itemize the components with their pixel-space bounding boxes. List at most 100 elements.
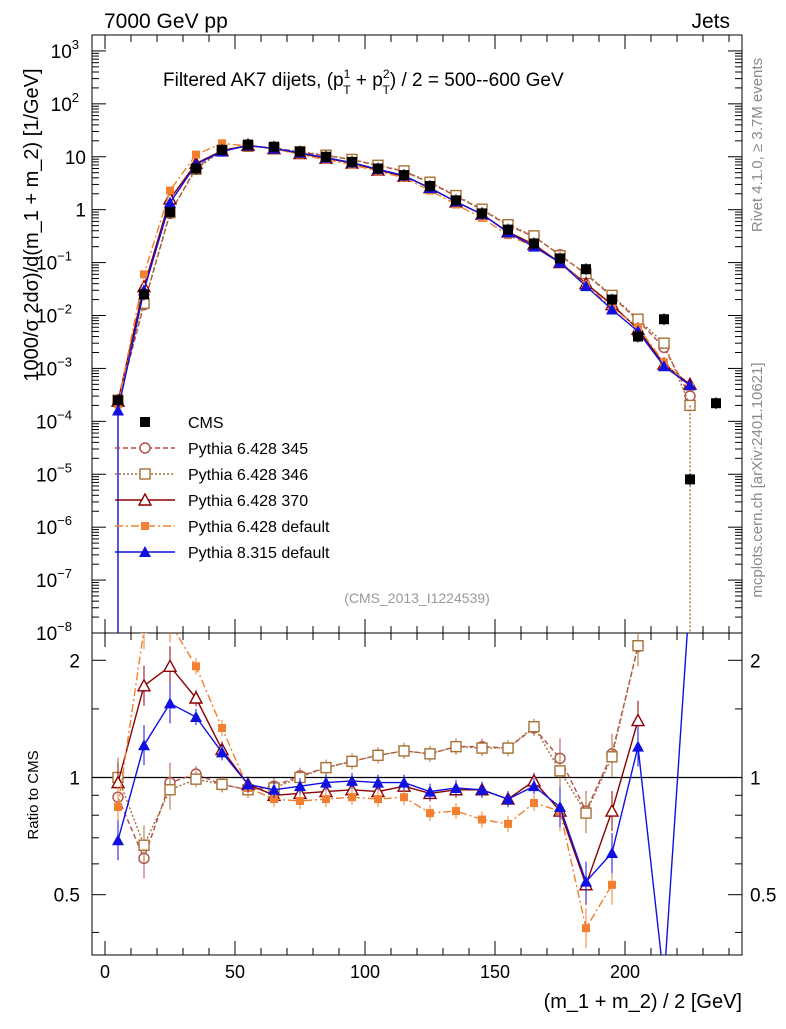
x-tick-label: 0: [100, 962, 110, 982]
chart-title-tail: ) / 2 = 500--600 GeV: [390, 70, 564, 91]
series-line-p6def: [117, 142, 691, 405]
legend-marker: [139, 546, 151, 557]
ratio-point-p8def: [450, 781, 462, 793]
legend-label: Pythia 8.315 default: [188, 545, 330, 562]
legend-marker: [140, 417, 150, 427]
legend-marker: [137, 492, 153, 506]
ratio-point-p8def: [242, 778, 254, 790]
ratio-point-p6def: [582, 924, 590, 933]
ratio-point-p8def: [424, 785, 436, 797]
y-tick-label: 10−7: [36, 566, 72, 592]
ratio-tick-label-left: 1: [69, 768, 80, 789]
point-p8def: [684, 379, 696, 391]
ratio-point-p8def: [606, 846, 618, 858]
chart-title-sub1: T: [343, 83, 351, 97]
chart-title-sub2: T: [383, 83, 391, 97]
ratio-point-p8def: [372, 776, 384, 788]
cms-point: [399, 170, 409, 181]
chart-title: Filtered AK7 dijets, (p1 T + p2 T) / 2 = 5…: [163, 67, 564, 97]
cms-point: [347, 156, 357, 167]
analysis-id: (CMS_2013_I1224539): [344, 590, 490, 606]
ratio-point-p346: [528, 721, 540, 733]
x-tick-label: 50: [225, 962, 245, 982]
ratio-tick-label-right: 2: [750, 651, 761, 672]
ratio-point-p8def: [554, 800, 566, 812]
ratio-point-p8def: [528, 780, 540, 792]
y-tick-label: 103: [51, 37, 79, 63]
legend-marker: [139, 468, 151, 480]
cms-point: [425, 181, 435, 192]
ratio-point-p346: [138, 839, 150, 851]
ratio-point-p8def: [138, 739, 150, 751]
cms-point: [165, 207, 175, 218]
y-axis-title-ratio: Ratio to CMS: [25, 750, 42, 839]
ratio-tick-label-right: 0.5: [750, 886, 776, 907]
x-tick-label: 200: [610, 962, 640, 982]
cms-point: [321, 151, 331, 162]
cms-point: [451, 195, 461, 206]
chart-title-sup2: 2: [383, 67, 390, 81]
ratio-point-p6def: [348, 793, 356, 802]
ratio-point-p346: [164, 784, 176, 796]
y-tick-label: 102: [51, 90, 79, 116]
ratio-point-p6def: [218, 723, 226, 732]
cms-point: [113, 395, 123, 406]
ratio-point-p346: [216, 778, 228, 791]
point-p6def: [140, 270, 148, 279]
ratio-tick-label-left: 2: [69, 651, 80, 672]
main-plot-area: [110, 137, 721, 633]
process-label: Jets: [691, 10, 730, 33]
ratio-panel-frame: [91, 632, 743, 956]
cms-point: [503, 224, 513, 235]
point-p6def: [166, 186, 174, 195]
ratio-point-p8def: [346, 774, 358, 786]
ratio-point-p346: [450, 740, 462, 753]
ratio-point-p346: [632, 639, 644, 652]
ratio-point-p346: [346, 755, 358, 768]
cms-point: [607, 294, 617, 305]
ratio-point-p370: [630, 713, 646, 727]
cms-point: [243, 139, 253, 150]
ratio-point-p8def: [476, 783, 488, 795]
ratio-point-p346: [424, 748, 436, 760]
point-p8def: [112, 404, 124, 416]
ratio-point-p6def: [400, 793, 408, 802]
ratio-point-p8def: [112, 834, 124, 846]
legend-label: Pythia 6.428 default: [188, 519, 330, 536]
ratio-point-p8def: [632, 740, 644, 752]
ratio-point-p370: [162, 658, 178, 672]
ratio-point-p346: [320, 761, 332, 774]
y-tick-label: 10−8: [36, 619, 72, 645]
chart-title-main: Filtered AK7 dijets, (p: [163, 70, 344, 91]
ratio-point-p8def: [216, 746, 228, 758]
y-tick-label: 10−2: [36, 302, 72, 328]
ratio-point-p370: [136, 678, 152, 692]
ratio-point-p8def: [320, 776, 332, 788]
ratio-point-p346: [372, 749, 384, 762]
cms-point: [295, 146, 305, 157]
cms-point: [659, 314, 669, 325]
cms-point: [711, 398, 721, 409]
ratio-point-p8def: [502, 793, 514, 805]
source-url-label: mcplots.cern.ch [arXiv:2401.10621]: [749, 362, 766, 597]
ratio-point-p6def: [452, 807, 460, 816]
point-p8def: [658, 360, 670, 372]
chart-title-plus: + p: [351, 70, 383, 91]
y-tick-label: 1: [75, 201, 86, 222]
series-line-p8def: [117, 144, 691, 411]
ratio-point-p6def: [270, 795, 278, 804]
ratio-line-p6def: [117, 633, 613, 931]
y-tick-label: 10−4: [36, 407, 72, 433]
ratio-point-p346: [476, 742, 488, 754]
ratio-point-p6def: [608, 880, 616, 889]
y-tick-label: 10: [65, 148, 86, 169]
point-p8def: [580, 280, 592, 292]
ratio-plot-area: [92, 619, 742, 955]
point-p8def: [606, 303, 618, 315]
ratio-point-p6def: [322, 795, 330, 804]
cms-point: [139, 289, 149, 300]
series-line-p370: [117, 144, 691, 402]
ratio-point-p6def: [166, 619, 174, 627]
